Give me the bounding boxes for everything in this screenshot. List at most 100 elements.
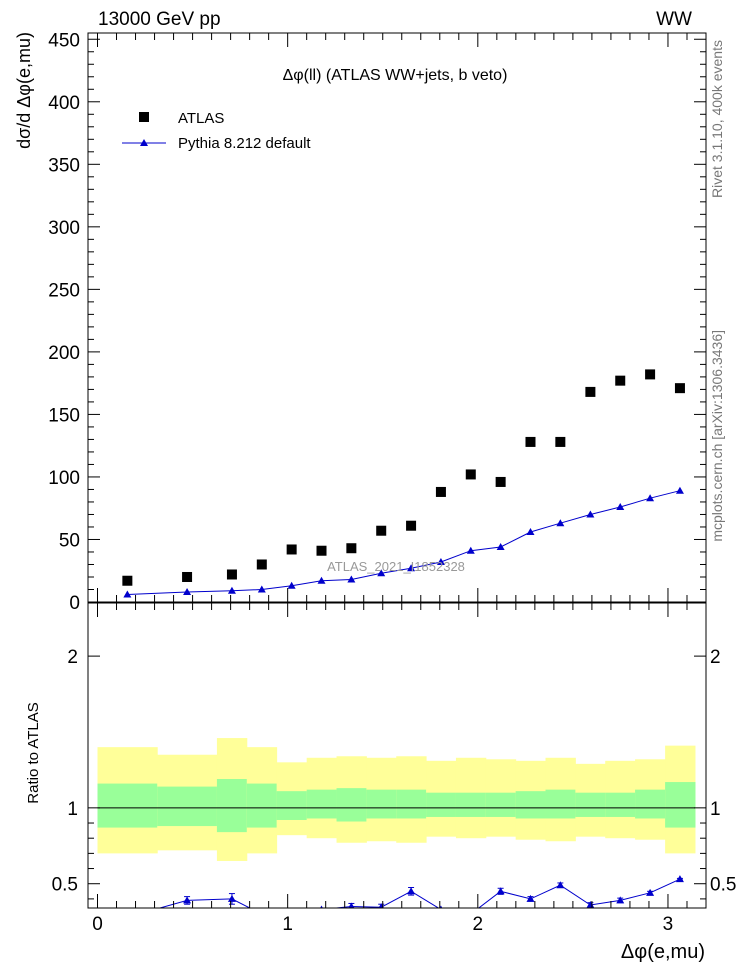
uncertainty-band-inner bbox=[426, 792, 457, 817]
data-point bbox=[495, 476, 506, 487]
y-tick-label: 50 bbox=[59, 530, 80, 551]
mc-ratio-point bbox=[258, 910, 266, 917]
ratio-y-label: Ratio to ATLAS bbox=[25, 702, 42, 803]
mc-ratio-point bbox=[123, 913, 131, 920]
ratio-y-tick-label: 2 bbox=[67, 647, 78, 668]
legend-label-pythia: Pythia 8.212 default bbox=[178, 135, 311, 152]
mc-point bbox=[586, 510, 595, 518]
uncertainty-band-inner bbox=[97, 783, 158, 828]
data-point bbox=[645, 369, 656, 380]
main-panel: 0 50 100 150 200 250 300 350 400 450 Δφ(ll) (ATLA… bbox=[14, 30, 707, 614]
uncertainty-band-inner bbox=[515, 791, 547, 819]
legend-marker-pythia bbox=[140, 139, 148, 146]
uncertainty-band-inner bbox=[635, 789, 666, 819]
x-axis-label: Δφ(e,mu) bbox=[621, 941, 705, 963]
mc-point bbox=[317, 576, 326, 584]
uncertainty-band-inner bbox=[485, 792, 517, 817]
uncertainty-band-inner bbox=[246, 783, 278, 828]
data-point bbox=[256, 559, 267, 570]
mc-ratio-point bbox=[526, 894, 535, 902]
header-left: 13000 GeV pp bbox=[98, 9, 221, 30]
ratio-y-tick-label-right: 1 bbox=[710, 799, 721, 820]
mc-ratio-point bbox=[183, 896, 192, 904]
mc-ratio-line bbox=[158, 878, 681, 908]
watermark: ATLAS_2021_I1852328 bbox=[327, 559, 465, 574]
uncertainty-band-inner bbox=[575, 792, 606, 817]
uncertainty-band-inner bbox=[366, 789, 397, 819]
mc-point bbox=[496, 542, 505, 550]
data-point bbox=[585, 386, 596, 397]
mc-ratio-point bbox=[407, 887, 416, 895]
ratio-y-tick-label-right: 2 bbox=[710, 647, 721, 668]
data-point bbox=[316, 545, 327, 556]
data-point bbox=[435, 486, 446, 497]
mc-point bbox=[183, 587, 192, 595]
x-tick-label: 2 bbox=[473, 914, 484, 935]
data-point bbox=[525, 436, 536, 447]
y-tick-label: 0 bbox=[69, 593, 80, 614]
mc-point bbox=[466, 546, 475, 554]
data-point bbox=[406, 520, 417, 531]
uncertainty-band-inner bbox=[306, 789, 338, 819]
data-point bbox=[615, 375, 626, 386]
y-tick-label: 200 bbox=[48, 343, 80, 364]
data-point bbox=[674, 383, 685, 394]
main-frame bbox=[87, 32, 707, 603]
uncertainty-band-inner bbox=[665, 782, 696, 828]
ratio-y-tick-label: 1 bbox=[67, 799, 78, 820]
uncertainty-band-inner bbox=[336, 788, 367, 822]
mc-point bbox=[675, 486, 684, 494]
uncertainty-band-inner bbox=[396, 789, 427, 819]
mc-point bbox=[347, 575, 356, 583]
uncertainty-band-inner bbox=[276, 791, 308, 820]
mc-ratio-point bbox=[496, 887, 505, 895]
y-tick-label: 450 bbox=[48, 30, 80, 51]
data-point bbox=[122, 575, 133, 586]
uncertainty-band-inner bbox=[157, 786, 218, 827]
ratio-frame bbox=[87, 602, 707, 909]
ratio-panel: 0.5 0.5 1 1 2 2 0 1 2 3 Ratio to ATLAS Δφ(e,mu) bbox=[25, 602, 736, 963]
x-tick-label: 1 bbox=[282, 914, 293, 935]
mc-point bbox=[257, 585, 266, 593]
x-tick-label: 3 bbox=[663, 914, 674, 935]
legend-marker-atlas bbox=[139, 112, 149, 122]
y-tick-label: 100 bbox=[48, 468, 80, 489]
data-point bbox=[226, 569, 237, 580]
ratio-y-tick-label-right: 0.5 bbox=[710, 875, 736, 896]
mc-point bbox=[227, 586, 236, 594]
mc-ratio-point bbox=[646, 888, 655, 896]
mc-ratio-point bbox=[439, 905, 443, 908]
mc-point bbox=[377, 569, 386, 577]
rivet-label: Rivet 3.1.10, 400k events bbox=[709, 40, 725, 198]
mc-ratio-point bbox=[320, 905, 323, 908]
mc-point bbox=[123, 590, 132, 598]
y-tick-label: 150 bbox=[48, 405, 80, 426]
legend: ATLAS Pythia 8.212 default bbox=[122, 110, 311, 152]
mc-ratio-point bbox=[348, 902, 355, 908]
data-point bbox=[376, 525, 387, 536]
mc-ratio-point bbox=[556, 881, 565, 889]
mc-line bbox=[127, 490, 681, 595]
y-tick-label: 250 bbox=[48, 280, 80, 301]
data-point bbox=[182, 571, 193, 582]
data-point bbox=[346, 543, 357, 554]
header-right: WW bbox=[656, 9, 692, 30]
uncertainty-band-inner bbox=[545, 789, 576, 819]
mc-point bbox=[646, 494, 655, 502]
uncertainty-band-inner bbox=[455, 792, 487, 817]
plot-title: Δφ(ll) (ATLAS WW+jets, b veto) bbox=[283, 67, 508, 84]
ratio-y-tick-label: 0.5 bbox=[52, 875, 78, 896]
y-axis-label: dσ/d Δφ(e,mu) bbox=[14, 32, 34, 149]
uncertainty-band-inner bbox=[216, 779, 248, 833]
y-tick-label: 400 bbox=[48, 93, 80, 114]
mc-point bbox=[616, 502, 625, 510]
data-point bbox=[555, 436, 566, 447]
legend-label-atlas: ATLAS bbox=[178, 110, 224, 127]
y-tick-label: 300 bbox=[48, 218, 80, 239]
x-tick-label: 0 bbox=[92, 914, 103, 935]
mc-point bbox=[407, 564, 416, 572]
mc-ratio-point bbox=[227, 894, 236, 902]
mc-ratio-point bbox=[675, 875, 684, 883]
y-tick-label: 350 bbox=[48, 155, 80, 176]
